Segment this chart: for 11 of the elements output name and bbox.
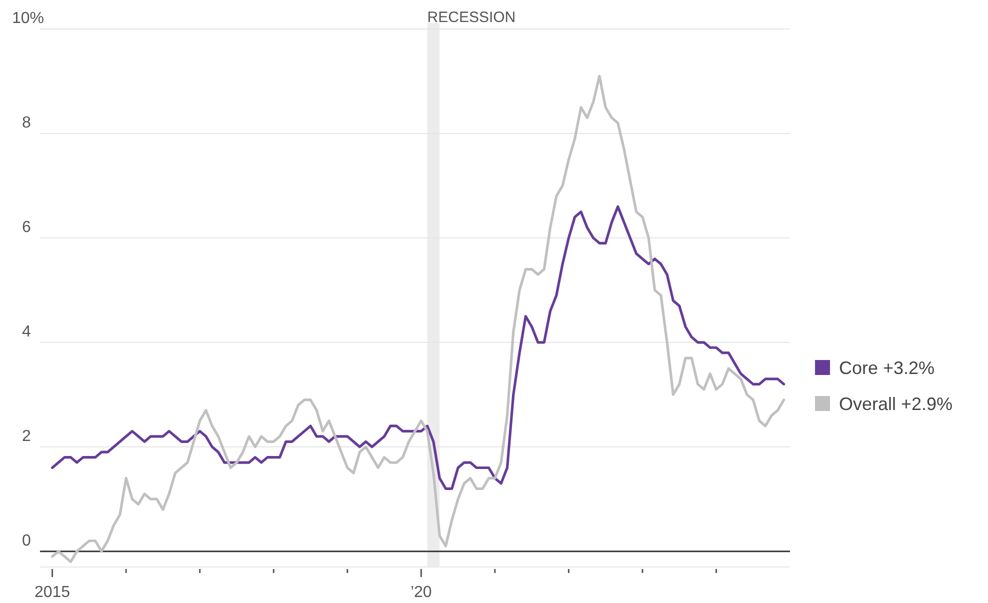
y-tick-label: 0: [22, 532, 31, 550]
y-tick-label: 2: [22, 428, 31, 445]
y-tick-label: 6: [22, 218, 31, 236]
legend-label: Core +3.2%: [839, 358, 935, 378]
x-tick-label: 2015: [34, 584, 70, 601]
x-tick-label: ’20: [410, 584, 432, 601]
y-tick-label: 4: [22, 323, 31, 340]
legend-label: Overall +2.9%: [839, 394, 953, 414]
y-tick-label: 10%: [12, 10, 44, 27]
y-tick-label: 8: [22, 114, 31, 132]
band-label: RECESSION: [427, 9, 516, 26]
